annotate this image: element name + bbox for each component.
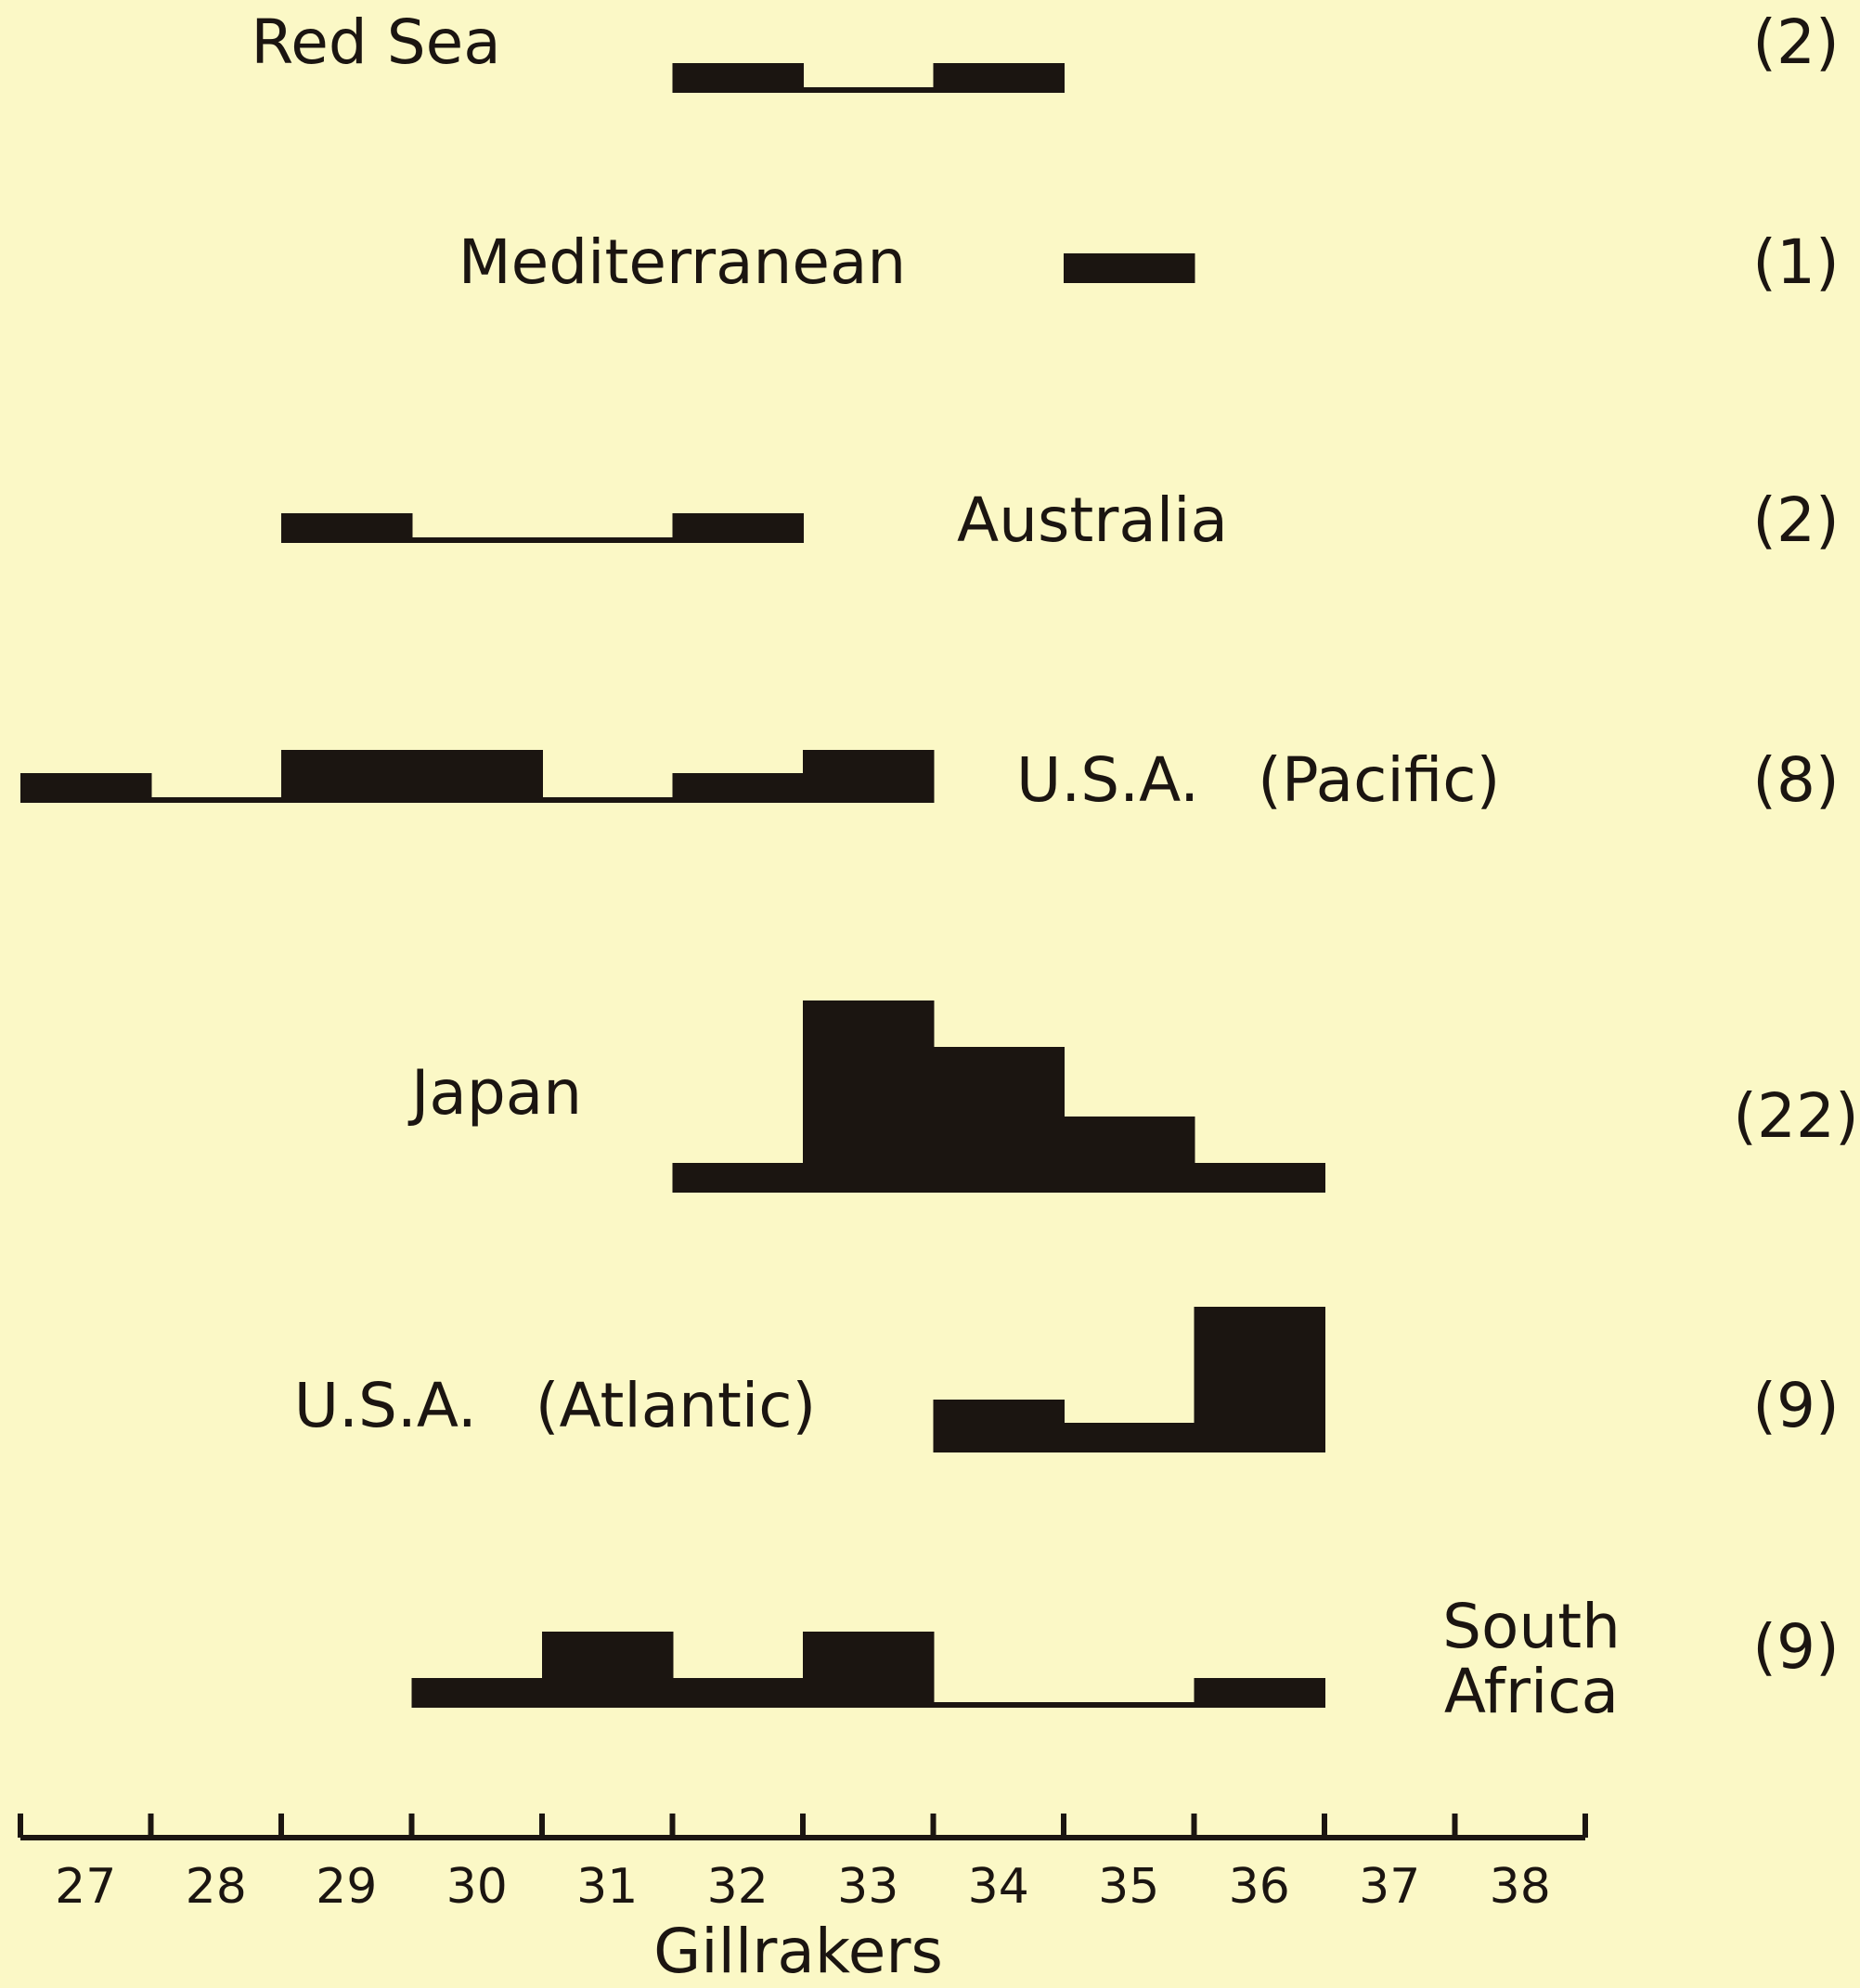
x-axis-tick	[18, 1814, 23, 1838]
series-count-label: (9)	[1752, 1370, 1840, 1441]
bar-6-30	[411, 1678, 543, 1708]
bar-2-32	[672, 513, 804, 543]
x-axis-tick	[930, 1814, 936, 1838]
x-axis-tick	[1061, 1814, 1066, 1838]
x-axis-tick	[1322, 1814, 1327, 1838]
series-count-label: (2)	[1752, 484, 1840, 556]
bar-6-36	[1194, 1678, 1325, 1708]
series-label: Mediterranean	[459, 226, 907, 298]
series-count-label: (8)	[1752, 744, 1840, 816]
bar-5-34	[933, 1400, 1065, 1452]
x-axis-tick	[148, 1814, 154, 1838]
bar-4-36	[1194, 1163, 1325, 1193]
x-axis-tick	[800, 1814, 806, 1838]
x-axis-title: Gillrakers	[653, 1916, 943, 1987]
x-axis-tick	[539, 1814, 545, 1838]
x-tick-label: 35	[1098, 1859, 1159, 1915]
series-label: U.S.A. (Atlantic)	[294, 1370, 817, 1441]
bar-0-34	[933, 63, 1065, 93]
x-axis-tick	[1191, 1814, 1197, 1838]
series-label-line: Africa	[1444, 1656, 1619, 1727]
bar-6-31	[542, 1632, 674, 1708]
x-tick-label: 37	[1359, 1859, 1420, 1915]
x-tick-label: 36	[1229, 1859, 1290, 1915]
series-baseline-0	[672, 87, 1064, 93]
x-tick-label: 28	[186, 1859, 247, 1915]
bar-4-35	[1064, 1117, 1195, 1193]
series-count-label: (9)	[1752, 1611, 1840, 1683]
x-tick-label: 38	[1490, 1859, 1551, 1915]
x-axis-tick	[408, 1814, 415, 1838]
series-count-label: (22)	[1733, 1080, 1858, 1152]
bar-3-27	[20, 773, 152, 803]
bar-3-33	[803, 750, 935, 803]
series-count-label: (1)	[1752, 226, 1840, 298]
x-tick-label: 30	[446, 1859, 508, 1915]
series-label: Australia	[957, 484, 1228, 556]
series-count-label: (2)	[1752, 6, 1840, 78]
x-tick-label: 29	[316, 1859, 377, 1915]
bar-0-32	[672, 63, 804, 93]
bar-4-33	[803, 1000, 935, 1193]
bar-3-29	[281, 750, 413, 803]
bar-5-36	[1194, 1307, 1325, 1452]
bar-4-32	[672, 1163, 804, 1193]
x-tick-label: 32	[707, 1859, 769, 1915]
x-tick-label: 27	[55, 1859, 116, 1915]
bar-4-34	[933, 1047, 1065, 1193]
bar-1-35	[1064, 253, 1195, 283]
series-label: U.S.A. (Pacific)	[1016, 744, 1500, 816]
series-label: Red Sea	[251, 6, 500, 78]
series-label: Japan	[407, 1057, 582, 1129]
x-axis-tick	[1582, 1814, 1588, 1838]
x-axis-tick	[1452, 1814, 1458, 1838]
series-label: South Africa	[1442, 1591, 1621, 1727]
series-label-line: South	[1442, 1591, 1621, 1662]
bar-5-35	[1064, 1423, 1195, 1452]
series-baseline-2	[281, 537, 803, 543]
bar-3-30	[411, 750, 543, 803]
x-tick-label: 33	[837, 1859, 898, 1915]
bar-2-29	[281, 513, 413, 543]
bar-6-32	[672, 1678, 804, 1708]
x-tick-label: 31	[576, 1859, 638, 1915]
bar-6-33	[803, 1632, 935, 1708]
x-tick-label: 34	[968, 1859, 1029, 1915]
x-axis-tick	[278, 1814, 284, 1838]
x-axis-tick	[669, 1814, 676, 1838]
bar-3-32	[672, 773, 804, 803]
